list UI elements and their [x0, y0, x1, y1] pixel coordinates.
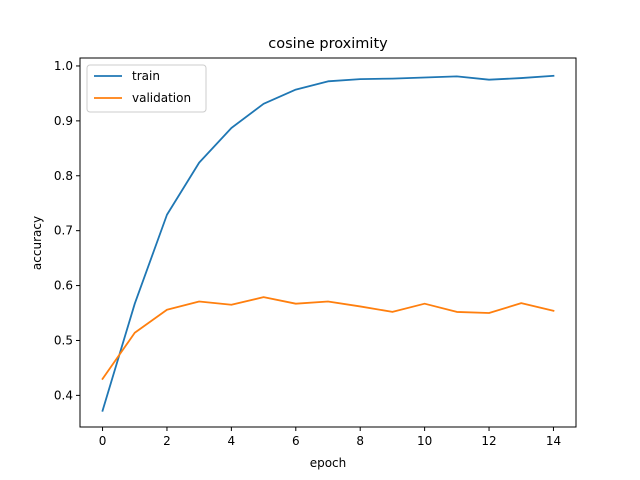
x-tick-label: 12	[481, 434, 496, 448]
x-tick-label: 6	[292, 434, 300, 448]
series-line-train	[101, 74, 555, 412]
axes: 0 2 4 6 8 10 12 14 0.4 0.5 0.6 0.7 0.8 0.9 1.0	[54, 57, 577, 448]
y-tick-label: 0.8	[54, 169, 73, 183]
y-tick-label: 1.0	[54, 59, 73, 73]
y-tick-label: 0.9	[54, 114, 73, 128]
x-tick-label: 8	[356, 434, 364, 448]
x-tick-label: 4	[228, 434, 236, 448]
x-axis-title: epoch	[310, 456, 347, 470]
legend: train validation	[86, 64, 207, 113]
axes-frame	[79, 57, 577, 428]
y-tick-label: 0.4	[54, 388, 73, 402]
y-tick-label: 0.5	[54, 333, 73, 347]
x-tick-label: 10	[417, 434, 432, 448]
legend-label-train: train	[132, 69, 160, 83]
y-tick-label: 0.7	[54, 224, 73, 238]
plot-area	[101, 74, 555, 412]
x-tick-label: 0	[99, 434, 107, 448]
x-tick-label: 2	[163, 434, 171, 448]
y-axis-title: accuracy	[30, 216, 44, 270]
legend-label-validation: validation	[132, 91, 191, 105]
x-tick-label: 14	[546, 434, 561, 448]
y-tick-label: 0.6	[54, 279, 73, 293]
series-line-validation	[101, 296, 555, 381]
chart-title: cosine proximity	[268, 36, 388, 52]
